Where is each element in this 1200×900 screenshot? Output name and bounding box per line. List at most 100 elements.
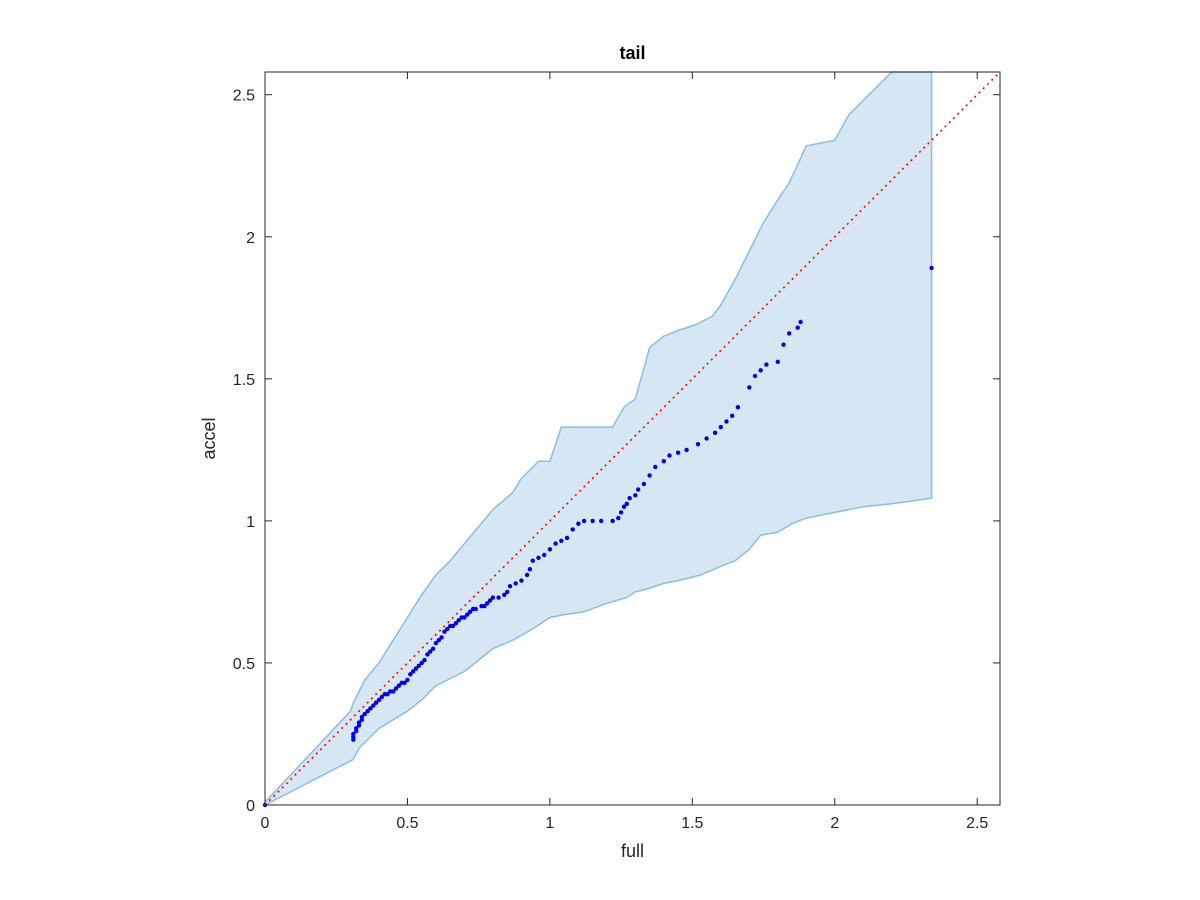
data-point-83 (641, 481, 647, 487)
data-point-53 (487, 598, 493, 603)
y-tick-label-0: 0 (246, 798, 255, 815)
data-point-42 (453, 621, 459, 626)
data-point-61 (524, 572, 530, 578)
data-point-70 (570, 527, 575, 532)
x-tick-label-1: 0.5 (396, 815, 418, 832)
data-point-31 (422, 657, 427, 663)
data-point-92 (712, 430, 718, 435)
data-point-21 (393, 686, 399, 691)
data-point-15 (376, 697, 382, 703)
x-tick-label-0: 0 (261, 815, 270, 832)
data-point-34 (430, 646, 436, 651)
data-point-65 (542, 552, 547, 558)
data-point-38 (442, 629, 447, 634)
data-point-104 (795, 325, 800, 330)
x-tick-label-3: 1.5 (681, 815, 703, 832)
x-tick-label-5: 2.5 (966, 815, 988, 832)
data-point-24 (402, 680, 407, 685)
data-point-94 (724, 419, 729, 424)
data-point-10 (362, 711, 367, 717)
data-point-75 (610, 518, 615, 524)
chart-title: tail (619, 43, 645, 63)
data-point-41 (450, 623, 456, 629)
y-tick-label-2: 1 (246, 514, 255, 531)
data-point-35 (433, 640, 439, 646)
data-point-55 (496, 595, 501, 600)
data-point-85 (653, 464, 658, 470)
data-point-97 (747, 385, 752, 390)
data-point-56 (502, 592, 507, 597)
data-point-14 (373, 700, 379, 705)
data-point-9 (359, 714, 365, 720)
data-point-27 (410, 669, 416, 674)
data-point-47 (467, 609, 473, 614)
data-point-39 (445, 626, 450, 632)
data-point-54 (490, 595, 496, 600)
data-point-89 (684, 447, 689, 453)
data-point-81 (633, 493, 638, 498)
data-point-20 (391, 689, 396, 694)
y-tick-label-4: 2 (246, 230, 255, 247)
data-point-26 (408, 672, 413, 677)
data-point-95 (730, 413, 735, 418)
data-point-5 (354, 726, 359, 731)
data-point-102 (781, 342, 786, 347)
confidence-band (264, 71, 933, 807)
data-point-63 (530, 558, 535, 563)
data-point-77 (618, 510, 624, 515)
data-point-87 (667, 453, 672, 458)
y-tick-label-3: 1.5 (233, 372, 255, 389)
data-point-49 (473, 606, 478, 612)
data-point-86 (661, 459, 666, 464)
data-point-84 (647, 473, 652, 478)
data-point-71 (576, 521, 581, 526)
data-point-68 (559, 538, 564, 543)
data-point-51 (482, 603, 487, 609)
data-point-78 (621, 504, 627, 509)
data-point-7 (356, 720, 362, 725)
y-tick-label-1: 0.5 (233, 656, 255, 673)
data-point-36 (436, 638, 441, 643)
data-point-37 (439, 635, 444, 640)
data-point-80 (627, 496, 632, 501)
data-point-13 (371, 703, 376, 708)
plot-area (262, 71, 1001, 808)
data-point-22 (396, 683, 402, 688)
data-point-101 (775, 359, 780, 364)
data-point-64 (536, 555, 541, 560)
data-point-66 (547, 547, 553, 552)
data-point-3 (351, 731, 356, 737)
data-point-98 (752, 373, 758, 379)
data-point-43 (456, 618, 461, 623)
data-point-57 (505, 589, 510, 595)
data-point-96 (735, 405, 741, 410)
data-point-52 (485, 601, 490, 606)
axis-ticks: 0 0.5 1 1.5 2 2.5 0 0.5 1 1.5 2 2.5 (233, 72, 1000, 832)
data-point-99 (758, 368, 763, 373)
data-point-88 (675, 450, 681, 455)
data-point-29 (416, 663, 421, 668)
x-tick-label-2: 1 (545, 815, 554, 832)
data-point-12 (368, 706, 373, 711)
data-point-28 (413, 666, 419, 671)
reference-line-y-equals-x (264, 71, 1001, 806)
data-point-32 (425, 652, 430, 657)
data-point-105 (798, 319, 803, 325)
data-point-16 (379, 694, 384, 700)
data-point-59 (513, 581, 518, 586)
data-point-69 (564, 535, 570, 541)
data-point-58 (507, 584, 513, 589)
data-point-93 (718, 424, 723, 430)
data-point-11 (365, 709, 370, 714)
data-point-33 (428, 649, 433, 654)
x-axis-label: full (621, 841, 644, 861)
data-point-82 (636, 487, 641, 492)
data-point-90 (695, 442, 701, 447)
data-points (262, 265, 934, 808)
data-point-25 (405, 677, 410, 683)
data-point-79 (624, 501, 629, 506)
axes-frame (264, 71, 1001, 806)
data-point-46 (465, 612, 470, 617)
data-point-72 (581, 518, 587, 524)
